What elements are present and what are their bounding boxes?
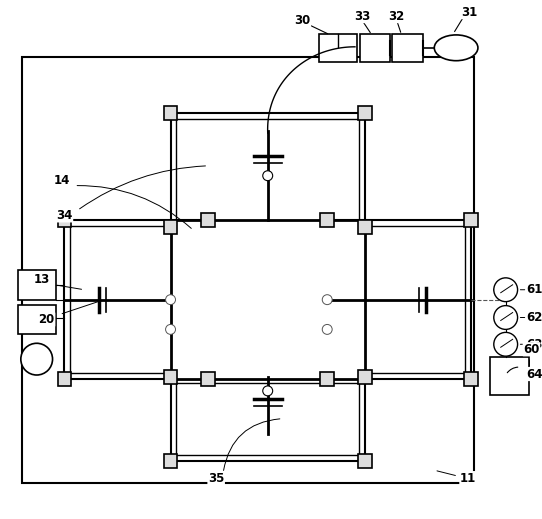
Bar xyxy=(177,119,359,221)
Bar xyxy=(358,221,372,234)
Text: 34: 34 xyxy=(56,209,73,222)
Bar xyxy=(201,372,215,386)
Text: 14: 14 xyxy=(53,174,70,187)
Bar xyxy=(358,454,372,468)
Bar xyxy=(171,377,365,461)
Circle shape xyxy=(21,343,53,375)
Text: 35: 35 xyxy=(208,472,224,485)
Bar xyxy=(164,454,177,468)
Bar xyxy=(201,213,215,227)
Bar xyxy=(57,213,72,227)
Text: 32: 32 xyxy=(389,9,405,23)
Text: 31: 31 xyxy=(461,6,477,19)
Text: 60: 60 xyxy=(523,343,540,356)
Bar xyxy=(327,221,471,379)
Circle shape xyxy=(494,306,518,330)
Bar xyxy=(358,370,372,384)
Bar xyxy=(320,372,334,386)
Text: 30: 30 xyxy=(294,13,311,26)
Text: 61: 61 xyxy=(526,283,542,296)
Text: 20: 20 xyxy=(38,313,55,326)
Bar xyxy=(358,106,372,120)
Bar xyxy=(22,57,474,483)
Bar xyxy=(360,34,390,62)
Circle shape xyxy=(166,324,176,334)
Text: 13: 13 xyxy=(34,274,50,286)
Bar xyxy=(320,213,334,227)
Bar xyxy=(319,34,357,62)
Bar xyxy=(171,113,365,227)
Bar xyxy=(177,383,359,455)
Bar xyxy=(464,213,478,227)
Bar xyxy=(64,221,208,379)
Text: 11: 11 xyxy=(460,472,476,485)
Bar xyxy=(70,226,202,373)
Bar xyxy=(333,226,465,373)
Text: 33: 33 xyxy=(354,9,370,23)
Bar xyxy=(464,372,478,386)
Bar xyxy=(164,221,177,234)
Circle shape xyxy=(494,278,518,302)
Circle shape xyxy=(263,386,273,396)
Circle shape xyxy=(263,171,273,181)
Circle shape xyxy=(322,324,332,334)
Bar xyxy=(57,372,72,386)
Bar xyxy=(18,305,55,334)
Ellipse shape xyxy=(434,35,478,61)
Circle shape xyxy=(322,295,332,305)
Bar xyxy=(171,221,365,379)
Text: 63: 63 xyxy=(526,338,542,351)
Text: 64: 64 xyxy=(526,367,542,380)
Bar xyxy=(490,357,530,395)
Bar xyxy=(164,370,177,384)
Circle shape xyxy=(166,295,176,305)
Text: 62: 62 xyxy=(526,311,542,324)
Bar xyxy=(164,106,177,120)
Bar xyxy=(392,34,423,62)
Circle shape xyxy=(494,332,518,356)
Bar xyxy=(18,270,55,299)
